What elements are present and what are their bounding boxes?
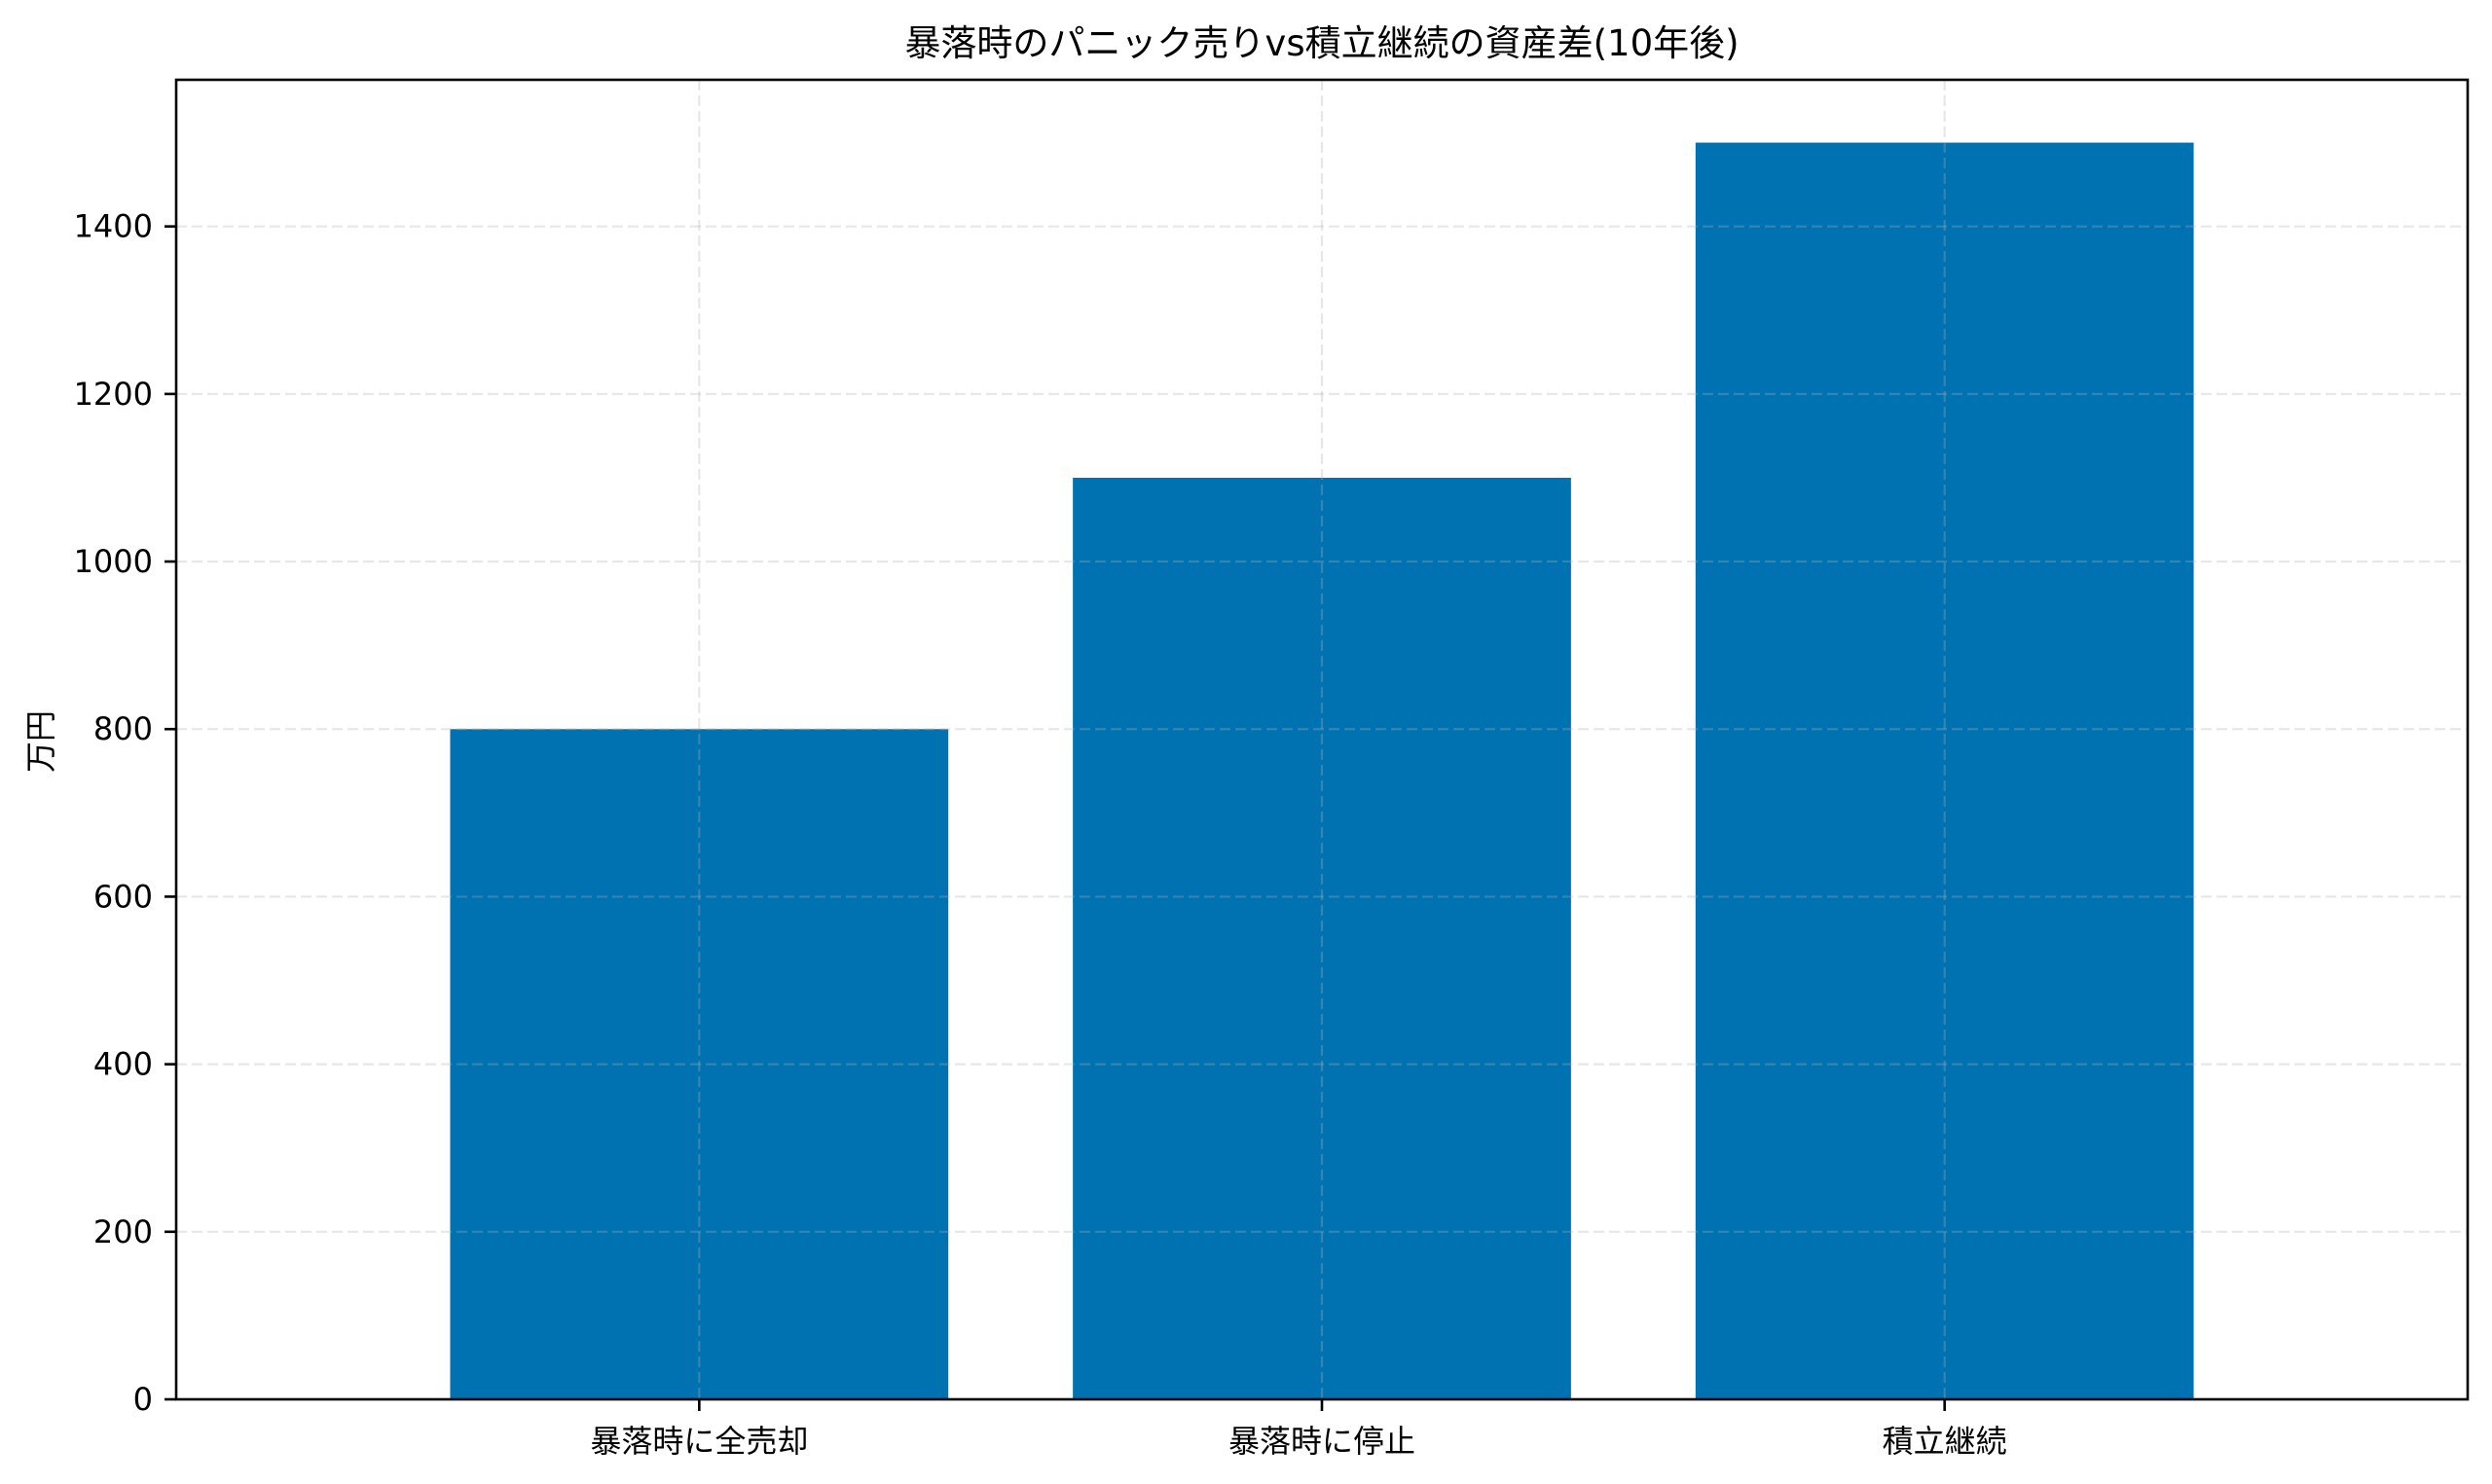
y-tick-label: 0	[133, 1381, 153, 1418]
x-tick-label: 積立継続	[1883, 1423, 2007, 1460]
y-tick-label: 400	[93, 1046, 153, 1083]
bar	[1073, 477, 1571, 1399]
y-tick-label: 800	[93, 710, 153, 747]
y-axis-label: 万円	[22, 710, 59, 773]
y-tick-label: 1000	[74, 543, 153, 580]
y-tick-label: 1200	[74, 376, 153, 413]
bar	[450, 729, 949, 1399]
grid-lines	[176, 80, 2468, 1399]
x-axis-ticks: 暴落時に全売却 暴落時に停止 積立継続	[590, 1399, 2007, 1460]
x-tick-label: 暴落時に全売却	[590, 1423, 808, 1460]
chart-title: 暴落時のパニック売りvs積立継続の資産差(10年後)	[904, 22, 1739, 64]
bars-group	[450, 142, 2194, 1400]
y-tick-label: 200	[93, 1213, 153, 1250]
x-tick-label: 暴落時に停止	[1228, 1423, 1415, 1460]
y-axis-ticks: 0 200 400 600 800 1000 1200 1400	[74, 208, 176, 1418]
bar	[1695, 142, 2194, 1400]
y-tick-label: 1400	[74, 208, 153, 245]
y-tick-label: 600	[93, 878, 153, 915]
